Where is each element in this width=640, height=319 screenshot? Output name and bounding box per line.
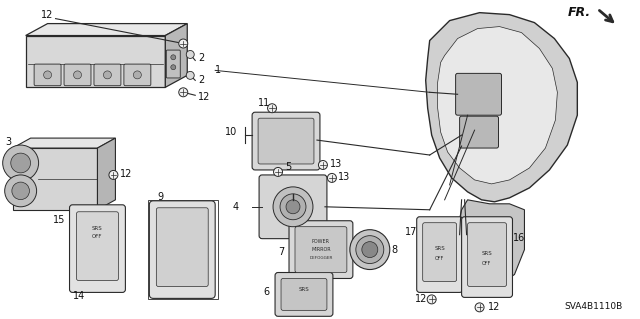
Circle shape (74, 71, 81, 79)
FancyBboxPatch shape (34, 64, 61, 86)
Circle shape (179, 88, 188, 97)
Polygon shape (165, 24, 188, 87)
Circle shape (44, 71, 52, 79)
Text: FR.: FR. (568, 6, 591, 19)
Text: 6: 6 (263, 287, 269, 297)
Text: SRS: SRS (299, 287, 309, 293)
Text: SRS: SRS (435, 246, 445, 251)
Text: 3: 3 (6, 137, 12, 147)
Polygon shape (97, 138, 115, 210)
Circle shape (186, 71, 194, 79)
Text: OFF: OFF (435, 256, 444, 261)
FancyBboxPatch shape (456, 73, 502, 115)
FancyBboxPatch shape (461, 217, 513, 297)
FancyBboxPatch shape (460, 116, 499, 148)
Text: 12: 12 (198, 92, 211, 102)
Text: 14: 14 (72, 291, 84, 301)
Circle shape (11, 153, 31, 173)
Text: 15: 15 (52, 215, 65, 225)
FancyBboxPatch shape (281, 278, 327, 310)
FancyBboxPatch shape (166, 50, 180, 78)
Polygon shape (13, 148, 97, 210)
Text: OFF: OFF (482, 261, 491, 265)
Text: 11: 11 (258, 98, 270, 108)
Circle shape (104, 71, 111, 79)
Circle shape (280, 194, 306, 220)
Text: 12: 12 (40, 10, 53, 20)
FancyBboxPatch shape (289, 221, 353, 278)
FancyBboxPatch shape (149, 201, 215, 298)
Polygon shape (438, 26, 557, 184)
Text: 1: 1 (215, 65, 221, 75)
Text: 17: 17 (404, 227, 417, 237)
Text: MIRROR: MIRROR (311, 247, 331, 252)
Text: 16: 16 (513, 233, 525, 243)
Circle shape (273, 187, 313, 227)
FancyBboxPatch shape (94, 64, 121, 86)
Circle shape (4, 175, 36, 207)
FancyBboxPatch shape (64, 64, 91, 86)
Circle shape (171, 55, 176, 60)
Circle shape (362, 241, 378, 257)
Circle shape (109, 170, 118, 179)
Circle shape (475, 303, 484, 312)
FancyBboxPatch shape (70, 205, 125, 293)
Polygon shape (26, 35, 165, 87)
Text: DEFOGGER: DEFOGGER (309, 256, 333, 260)
Text: SRS: SRS (92, 226, 103, 231)
FancyBboxPatch shape (275, 272, 333, 316)
Circle shape (273, 167, 282, 176)
FancyBboxPatch shape (258, 118, 314, 164)
Circle shape (328, 174, 337, 182)
Text: 9: 9 (157, 192, 163, 202)
Text: 8: 8 (392, 245, 398, 255)
Text: SVA4B1110B: SVA4B1110B (564, 302, 623, 311)
FancyBboxPatch shape (422, 223, 456, 281)
FancyBboxPatch shape (156, 208, 208, 286)
Text: 10: 10 (225, 127, 237, 137)
Circle shape (171, 65, 176, 70)
Polygon shape (426, 13, 577, 202)
Text: 13: 13 (330, 159, 342, 169)
Polygon shape (13, 138, 115, 148)
Circle shape (268, 104, 276, 113)
Circle shape (12, 182, 29, 200)
Text: 12: 12 (120, 169, 132, 179)
Text: 2: 2 (198, 75, 204, 85)
Text: 5: 5 (285, 162, 291, 172)
Text: SRS: SRS (481, 251, 492, 256)
Text: POWER: POWER (312, 239, 330, 244)
Text: 12: 12 (415, 294, 427, 304)
Text: 7: 7 (278, 247, 284, 256)
FancyBboxPatch shape (259, 175, 327, 239)
Circle shape (286, 200, 300, 214)
Circle shape (179, 39, 188, 48)
Circle shape (319, 160, 328, 169)
FancyBboxPatch shape (77, 212, 118, 280)
FancyBboxPatch shape (468, 223, 506, 286)
Polygon shape (458, 200, 524, 285)
Text: 4: 4 (232, 202, 238, 212)
Polygon shape (26, 24, 188, 35)
Circle shape (350, 230, 390, 270)
Circle shape (427, 295, 436, 304)
Text: 2: 2 (198, 54, 204, 63)
Circle shape (356, 236, 384, 263)
Text: 13: 13 (338, 172, 350, 182)
Circle shape (3, 145, 38, 181)
FancyBboxPatch shape (295, 227, 347, 272)
Text: OFF: OFF (92, 234, 102, 239)
Circle shape (186, 50, 194, 58)
Text: 12: 12 (488, 302, 500, 312)
FancyBboxPatch shape (124, 64, 151, 86)
FancyBboxPatch shape (252, 112, 320, 170)
Circle shape (133, 71, 141, 79)
FancyBboxPatch shape (417, 217, 463, 293)
